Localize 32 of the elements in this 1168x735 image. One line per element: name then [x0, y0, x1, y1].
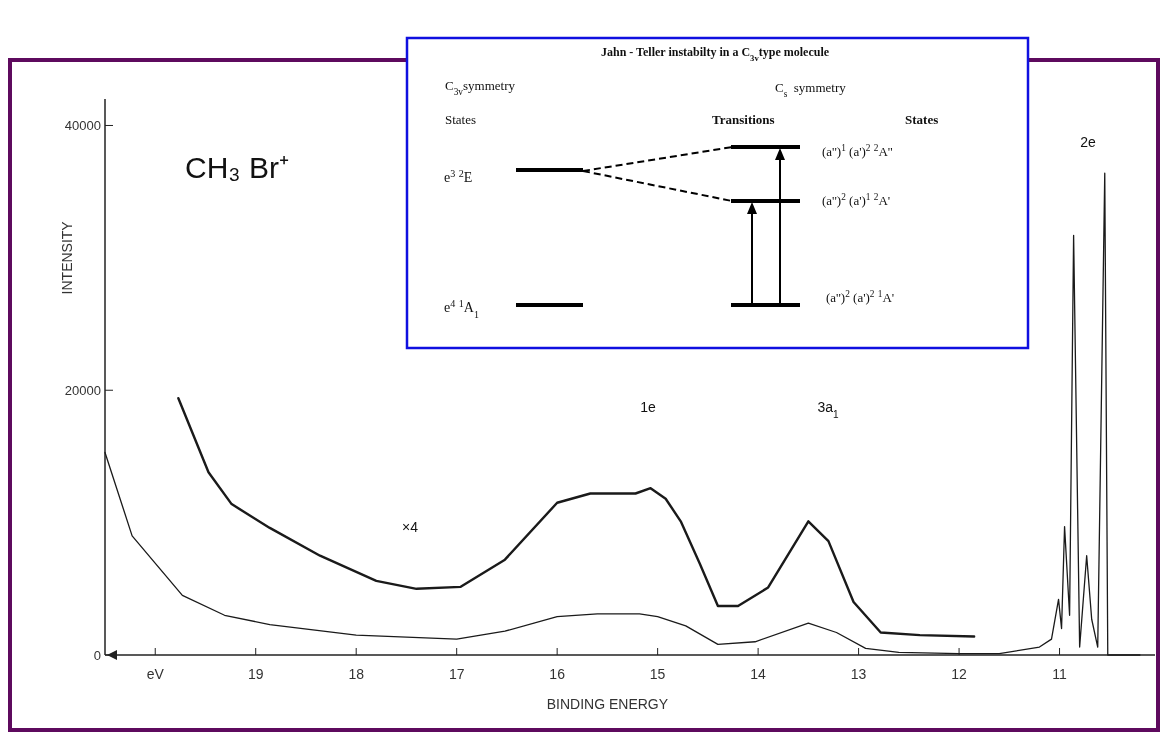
y-tick-label: 40000	[64, 118, 101, 134]
annotation: ×4	[402, 519, 419, 535]
x-tick-label: eV	[146, 666, 165, 682]
annotation: 3a$_{1}$	[817, 399, 839, 420]
annotation: Transitions	[712, 112, 775, 127]
y-axis-title: INTENSITY	[59, 220, 75, 295]
y-tick-label: 20000	[64, 382, 101, 398]
annotation: (a'')$^{1}$ (a')$^{2}$ $^{2}$A''	[822, 143, 893, 159]
annotation: States	[905, 112, 939, 127]
x-tick-label: 14	[750, 666, 767, 682]
annotation: States	[445, 112, 477, 127]
x-tick-label: 18	[348, 666, 365, 682]
x-tick-label: 13	[850, 666, 867, 682]
x-tick-label: 15	[649, 666, 666, 682]
x-tick-label: 16	[549, 666, 566, 682]
x-tick-label: 17	[448, 666, 465, 682]
annotation: CH₃ Br⁺	[185, 151, 289, 184]
text: Jahn - Teller instabilty in a C$_{3v}$type molecule	[600, 45, 830, 63]
annotation: (a'')$^{2}$ (a')$^{2}$ $^{1}$A'	[826, 289, 895, 305]
text: C$_{3v}$symmetry	[445, 78, 516, 97]
annotation: e$^{4}$ $^{1}$A$_{1}$	[444, 297, 479, 320]
annotation: (a'')$^{2}$ (a')$^{1}$ $^{2}$A'	[822, 192, 891, 208]
annotation: e$^{3}$ $^{2}$E	[444, 167, 473, 185]
line-series	[177, 396, 976, 638]
annotation: 1e	[640, 399, 656, 415]
x-tick-label: 19	[247, 666, 264, 682]
x-tick-label: 12	[951, 666, 968, 682]
x-tick-label: 11	[1052, 666, 1068, 682]
annotation: 2e	[1080, 134, 1096, 150]
x-axis-title: BINDING ENERGY	[546, 696, 669, 712]
text: C$_{s}$ symmetry	[775, 80, 847, 99]
y-tick-label: 0	[93, 647, 101, 663]
